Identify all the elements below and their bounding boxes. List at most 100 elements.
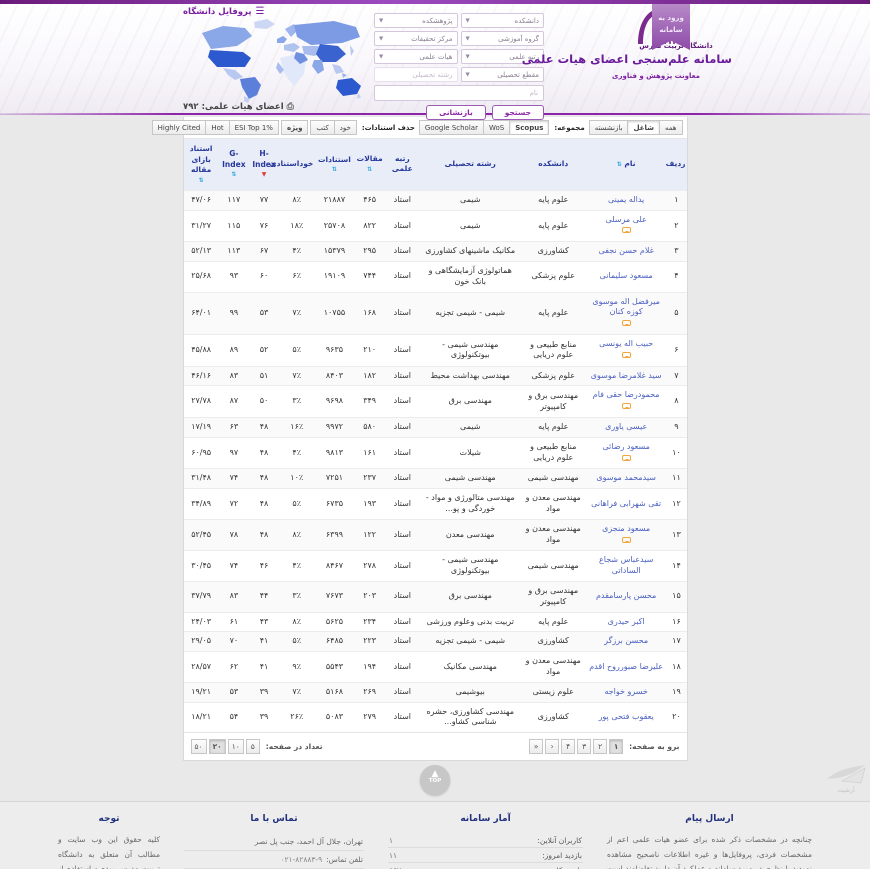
special-filter-button[interactable]: ویژه xyxy=(280,120,309,135)
member-name-link[interactable]: محسن پارسامقدم xyxy=(595,591,657,601)
filter-select[interactable]: گروه آموزشی ▼ xyxy=(460,31,544,46)
scope-tab[interactable]: شاغل xyxy=(627,120,660,135)
header-hindex-sorted-desc[interactable]: H-Index ▼ xyxy=(248,139,280,191)
login-ribbon-line1: ورود به xyxy=(658,14,684,22)
self-citation-cell: ۱۶٪ xyxy=(279,417,315,438)
filter-select[interactable]: مرکز تحقیقات ▼ xyxy=(374,31,458,46)
member-name-link[interactable]: محمودرضا حقی فام xyxy=(592,390,660,400)
member-name-link[interactable]: تقی شهرابی فراهانی xyxy=(591,498,662,508)
member-name-link[interactable]: اکبر حیدری xyxy=(607,616,645,626)
h-index-cell: ۶۰ xyxy=(248,261,280,293)
g-index-cell: ۱۱۳ xyxy=(218,241,249,262)
per-page-button[interactable]: ۱۰ xyxy=(227,739,244,755)
rank-cell: استاد xyxy=(384,631,420,652)
member-name-link[interactable]: مسعود منجزی xyxy=(602,523,651,533)
search-button[interactable]: جستجو xyxy=(491,105,544,120)
filter-select[interactable]: پژوهشکده ▼ xyxy=(374,13,458,28)
chat-bubble-icon[interactable] xyxy=(621,403,631,410)
member-name-link[interactable]: غلام حسن نجفی xyxy=(598,246,654,256)
chat-bubble-icon[interactable] xyxy=(621,454,631,461)
cites-per-paper-cell: ۳۴/۸۹ xyxy=(183,488,219,520)
header-gindex-sortable[interactable]: G-Index ⇅ xyxy=(218,139,249,191)
table-row: ۱۶ اکبر حیدری علوم پایه تربیت بدنی وعلوم… xyxy=(183,611,687,632)
papers-cell: ۱۶۸ xyxy=(354,291,385,335)
badge-filter-tabs: ESI Top 1% Hot Highly Cited xyxy=(151,120,279,135)
citation-filter-tab[interactable]: خود xyxy=(333,120,357,135)
cites-per-paper-cell: ۲۸/۵۷ xyxy=(183,651,219,683)
world-map[interactable] xyxy=(196,17,368,103)
badge-filter-tab[interactable]: Hot xyxy=(205,120,230,135)
faculty-cell: مهندسی معدن و مواد xyxy=(520,651,586,683)
page-button[interactable]: ۱ xyxy=(609,739,624,755)
chat-bubble-icon[interactable] xyxy=(621,351,631,358)
citations-cell: ۷۲۵۱ xyxy=(314,468,355,489)
chat-bubble-icon[interactable] xyxy=(621,227,631,234)
member-name-link[interactable]: مسعود رضائی xyxy=(602,441,650,451)
chat-bubble-icon[interactable] xyxy=(621,320,631,327)
per-page-button[interactable]: ۵۰ xyxy=(190,739,207,755)
member-name-link[interactable]: عیسی یاوری xyxy=(605,422,648,432)
field-cell: تربیت بدنی وعلوم ورزشی xyxy=(419,611,521,632)
next-page-button[interactable]: ‹ xyxy=(545,739,560,755)
chevron-down-icon: ▼ xyxy=(465,17,470,24)
badge-filter-tab[interactable]: ESI Top 1% xyxy=(228,120,279,135)
chat-bubble-icon[interactable] xyxy=(621,536,631,543)
header-cites-per-paper-sortable[interactable]: استناد بازای مقاله ⇅ xyxy=(183,139,219,191)
member-name-link[interactable]: سیدعباس شجاع الساداتی xyxy=(598,555,654,576)
stats-list: کاربران آنلاین: ۱ بازدید امروز: ۱۱ بازدی… xyxy=(388,833,583,869)
member-name-link[interactable]: علیرضا صبورروح اقدم xyxy=(589,661,664,671)
sort-both-icon: ⇅ xyxy=(367,166,373,174)
badge-filter-tab[interactable]: Highly Cited xyxy=(151,120,207,135)
scope-tab[interactable]: بازنشسته xyxy=(588,120,629,135)
scroll-to-top-button[interactable]: ▲ TOP xyxy=(420,765,450,796)
per-page-button[interactable]: ۵ xyxy=(245,739,260,755)
member-name-link[interactable]: سید غلامرضا موسوی xyxy=(590,370,662,380)
member-name-link[interactable]: یداله یمینی xyxy=(608,194,645,204)
faculty-cell: منابع طبیعی و علوم دریایی xyxy=(520,334,586,367)
self-citation-cell: ۱۰٪ xyxy=(279,468,315,489)
rank-cell: استاد xyxy=(384,518,420,551)
member-name-link[interactable]: خسرو خواجه xyxy=(604,686,648,696)
member-name-link[interactable]: علی مرسلی xyxy=(605,214,647,224)
header-citations-sortable[interactable]: استنادات ⇅ xyxy=(314,139,355,191)
field-cell: مکانیک ماشینهای کشاورزی xyxy=(419,241,521,262)
page-button[interactable]: ۴ xyxy=(561,739,576,755)
g-index-cell: ۷۸ xyxy=(218,518,249,551)
filter-select[interactable]: رتبه علمی ▼ xyxy=(460,49,544,64)
member-name-link[interactable]: میرفضل اله موسوی کوزه کنان xyxy=(592,296,660,317)
member-name-link[interactable]: مسعود سلیمانی xyxy=(599,271,653,281)
member-name-link[interactable]: سیدمحمد موسوی xyxy=(596,473,656,483)
filter-select[interactable]: هیات علمی ▼ xyxy=(374,49,458,64)
member-name-link[interactable]: حبیب اله یونسی xyxy=(599,339,654,349)
university-profile-link[interactable]: ☰ پروفایل دانشگاه xyxy=(183,6,265,18)
field-cell: شیمی - شیمی تجزیه xyxy=(419,291,521,335)
last-page-button[interactable]: « xyxy=(529,739,544,755)
member-name-cell: علی مرسلی xyxy=(585,209,667,242)
member-name-link[interactable]: یعقوب فتحی پور xyxy=(598,711,654,721)
filter-select[interactable]: مقطع تحصیلی ▼ xyxy=(460,67,544,82)
faculty-cell: مهندسی شیمی xyxy=(520,468,586,489)
collection-tab[interactable]: Google Scholar xyxy=(418,120,484,135)
self-citation-cell: ۳٪ xyxy=(279,581,315,613)
page-button[interactable]: ۳ xyxy=(577,739,592,755)
collection-tab[interactable]: WoS xyxy=(482,120,511,135)
filter-select[interactable]: دانشکده ▼ xyxy=(460,13,544,28)
page-button[interactable]: ۲ xyxy=(593,739,608,755)
filter-select[interactable]: رشته تحصیلی xyxy=(374,67,458,82)
member-name-link[interactable]: محسن برزگر xyxy=(604,636,649,646)
h-index-cell: ۴۱ xyxy=(248,651,280,683)
header-name-sortable[interactable]: نام ⇅ xyxy=(585,139,667,191)
collection-tab[interactable]: Scopus xyxy=(509,120,550,135)
field-cell: شیمی xyxy=(419,209,521,242)
scope-tab[interactable]: همه xyxy=(659,120,683,135)
header-papers-sortable[interactable]: مقالات ⇅ xyxy=(354,139,385,191)
per-page-button[interactable]: ۲۰ xyxy=(208,739,226,755)
name-search-input[interactable]: نام xyxy=(374,85,544,101)
reset-button[interactable]: بازنشانی xyxy=(426,105,486,120)
rank-cell: استاد xyxy=(384,241,420,262)
printer-icon[interactable]: ⎙ xyxy=(286,102,294,112)
sort-desc-icon: ▼ xyxy=(261,171,267,179)
menu-icon[interactable]: ☰ xyxy=(255,6,265,17)
citation-filter-tab[interactable]: کتب xyxy=(310,120,335,135)
h-index-cell: ۴۶ xyxy=(248,550,280,582)
